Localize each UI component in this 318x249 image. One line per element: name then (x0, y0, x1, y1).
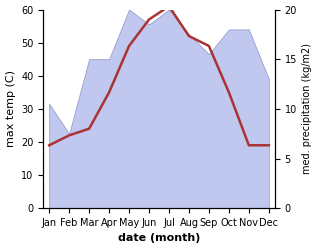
Y-axis label: med. precipitation (kg/m2): med. precipitation (kg/m2) (302, 43, 313, 174)
Y-axis label: max temp (C): max temp (C) (5, 70, 16, 147)
X-axis label: date (month): date (month) (118, 234, 200, 244)
